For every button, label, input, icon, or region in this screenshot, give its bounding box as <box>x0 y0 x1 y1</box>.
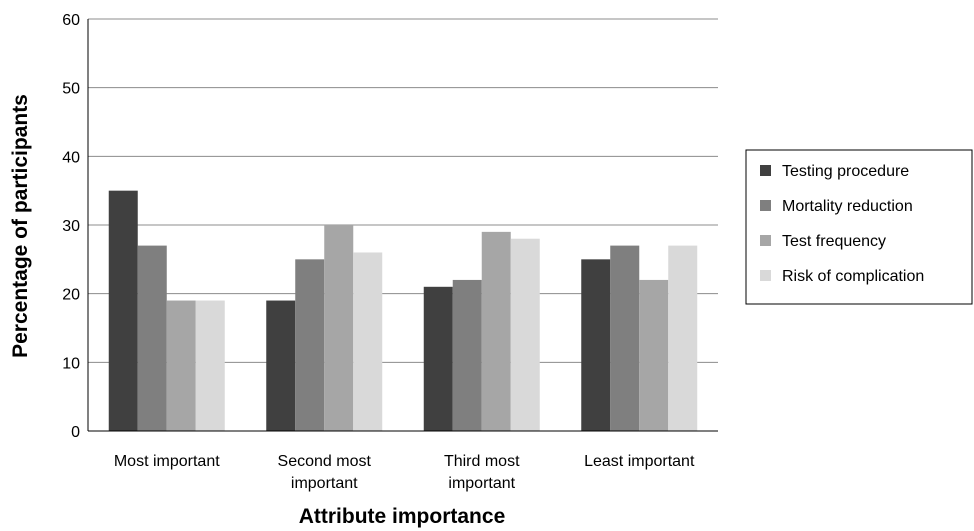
x-category-label-line: Second most <box>278 453 372 470</box>
legend-swatch <box>760 200 771 211</box>
bar <box>452 279 482 431</box>
x-category-label: Most important <box>114 453 220 470</box>
legend-swatch <box>760 235 771 246</box>
x-axis-title: Attribute importance <box>299 505 506 528</box>
bar <box>266 300 296 431</box>
legend-swatch <box>760 270 771 281</box>
y-tick-label: 50 <box>62 81 80 98</box>
legend-label: Testing procedure <box>782 163 909 180</box>
bar <box>610 245 640 431</box>
bars <box>108 190 698 431</box>
x-category-labels: Most important Second most importantThird … <box>114 453 695 492</box>
bar <box>510 238 540 431</box>
bar <box>423 286 453 431</box>
bar <box>166 300 196 431</box>
y-tick-label: 0 <box>71 424 80 441</box>
bar <box>668 245 698 431</box>
legend-label: Mortality reduction <box>782 198 913 215</box>
bar <box>195 300 225 431</box>
axes <box>87 19 718 432</box>
y-tick-label: 10 <box>62 355 80 372</box>
x-category-label-line: Most important <box>114 453 220 470</box>
legend-box <box>745 149 973 305</box>
y-axis-title: Percentage of participants <box>9 94 32 358</box>
x-category-label: Third most important <box>444 453 520 492</box>
bar <box>581 259 611 431</box>
bar <box>108 190 138 431</box>
legend-swatch <box>760 165 771 176</box>
bar <box>137 245 167 431</box>
bar <box>481 231 511 431</box>
bar <box>324 225 354 431</box>
x-category-label-line: Least important <box>584 453 695 470</box>
x-category-label-line: important <box>448 475 515 492</box>
legend-label: Risk of complication <box>782 268 924 285</box>
legend-label: Test frequency <box>782 233 886 250</box>
y-tick-label: 60 <box>62 12 80 29</box>
x-category-label-line: Third most <box>444 453 520 470</box>
y-tick-label: 40 <box>62 149 80 166</box>
bar <box>639 279 669 431</box>
y-tick-labels: 0 10 20 30 40 50 60 <box>62 12 80 441</box>
x-category-label: Least important <box>584 453 695 470</box>
x-category-label: Second most important <box>278 453 372 492</box>
y-tick-label: 20 <box>62 287 80 304</box>
y-tick-label: 30 <box>62 218 80 235</box>
bar <box>353 252 383 431</box>
legend: Testing procedure Mortality reduction Test… <box>745 149 973 305</box>
x-category-label-line: important <box>291 475 358 492</box>
bar <box>295 259 325 431</box>
